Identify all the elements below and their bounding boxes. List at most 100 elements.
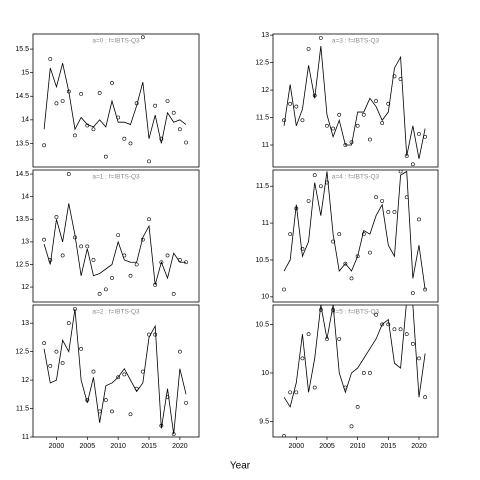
point — [79, 244, 84, 249]
y-tick-label: 14 — [21, 194, 29, 201]
x-tick-label: 2005 — [80, 443, 96, 450]
x-tick-label: 2015 — [381, 443, 397, 450]
point — [122, 372, 127, 377]
point — [171, 110, 176, 115]
plot-area — [282, 305, 428, 437]
x-tick-label: 2000 — [49, 443, 65, 450]
point — [355, 123, 360, 128]
point — [48, 57, 53, 61]
point — [116, 375, 121, 380]
point — [54, 349, 59, 354]
point — [410, 162, 415, 167]
point — [349, 276, 354, 281]
y-tick-label: 12 — [261, 87, 269, 94]
point — [410, 291, 415, 296]
y-tick-label: 13 — [21, 239, 29, 246]
point — [147, 159, 151, 164]
plot-area — [282, 35, 428, 167]
plot-area — [282, 170, 428, 296]
point — [147, 217, 151, 222]
point — [361, 371, 366, 375]
point — [404, 332, 409, 337]
point — [417, 132, 421, 136]
y-tick-label: 14.5 — [15, 93, 29, 100]
point — [337, 112, 342, 117]
point — [91, 127, 96, 132]
panel: a=5 : f=IBTS-Q3 9.5 10 10.5 2000 2005 2010 2015… — [255, 304, 439, 450]
y-tick-label: 13 — [261, 32, 269, 39]
point — [306, 332, 311, 337]
point — [110, 81, 114, 85]
panel: a=1 : f=IBTS-Q3 12 12.5 13 13.5 14 14.5 — [15, 169, 200, 303]
x-tick-label: 2005 — [319, 443, 335, 450]
point — [380, 322, 385, 327]
y-tick-label: 11.5 — [256, 114, 269, 121]
x-tick-label: 2000 — [289, 443, 305, 450]
point — [159, 136, 164, 141]
point — [122, 136, 127, 141]
x-tick-label: 2015 — [141, 443, 157, 450]
point — [159, 260, 164, 265]
point — [165, 99, 170, 103]
point — [110, 276, 114, 280]
point — [103, 287, 108, 292]
point — [103, 154, 108, 159]
y-tick-label: 14.5 — [15, 171, 29, 178]
panel-frame — [32, 304, 200, 438]
point — [140, 35, 145, 40]
point — [368, 371, 372, 375]
point — [288, 101, 293, 106]
point — [85, 244, 90, 249]
point — [97, 291, 102, 296]
fit-line — [283, 46, 426, 159]
point — [398, 170, 403, 174]
point — [386, 101, 391, 106]
point — [91, 258, 96, 262]
panel: a=3 : f=IBTS-Q3 11 11.5 12 12.5 13 — [255, 32, 439, 168]
point — [91, 369, 96, 374]
panel-frame — [32, 169, 200, 303]
point — [60, 99, 65, 103]
point — [60, 253, 65, 258]
point — [386, 210, 391, 214]
fit-line — [43, 203, 187, 285]
panel: a=0 : f=IBTS-Q3 13.5 14 14.5 15 15.5 — [15, 33, 200, 168]
point — [128, 412, 133, 417]
y-tick-label: 10 — [261, 370, 269, 377]
point — [42, 237, 47, 242]
point — [374, 99, 378, 103]
point — [368, 250, 372, 255]
point — [165, 253, 170, 258]
point — [374, 195, 378, 200]
point — [374, 312, 378, 317]
point — [282, 434, 286, 437]
panel-frame — [32, 33, 200, 168]
point — [177, 127, 182, 132]
point — [171, 291, 176, 296]
point — [318, 35, 323, 40]
x-tick-label: 2020 — [411, 443, 427, 450]
y-tick-label: 13.5 — [15, 140, 29, 147]
point — [294, 390, 299, 395]
point — [392, 210, 397, 214]
point — [48, 363, 53, 368]
fit-line — [43, 63, 187, 144]
panel-frame — [272, 33, 439, 168]
point — [134, 262, 139, 267]
y-tick-label: 12.5 — [15, 348, 29, 355]
strip-label: a=1 : f=IBTS-Q3 — [92, 174, 140, 181]
point — [368, 137, 372, 142]
y-tick-label: 12.5 — [255, 59, 269, 66]
point — [392, 74, 397, 79]
point — [73, 133, 77, 138]
panel-frame — [272, 304, 439, 438]
point — [331, 126, 336, 131]
y-tick-label: 13 — [21, 320, 29, 327]
y-tick-label: 12 — [21, 377, 29, 384]
y-tick-label: 12.5 — [15, 261, 29, 268]
panel-frame — [272, 169, 439, 303]
x-tick-label: 2010 — [110, 443, 126, 450]
point — [417, 356, 421, 361]
point — [66, 172, 71, 176]
point — [398, 327, 403, 332]
